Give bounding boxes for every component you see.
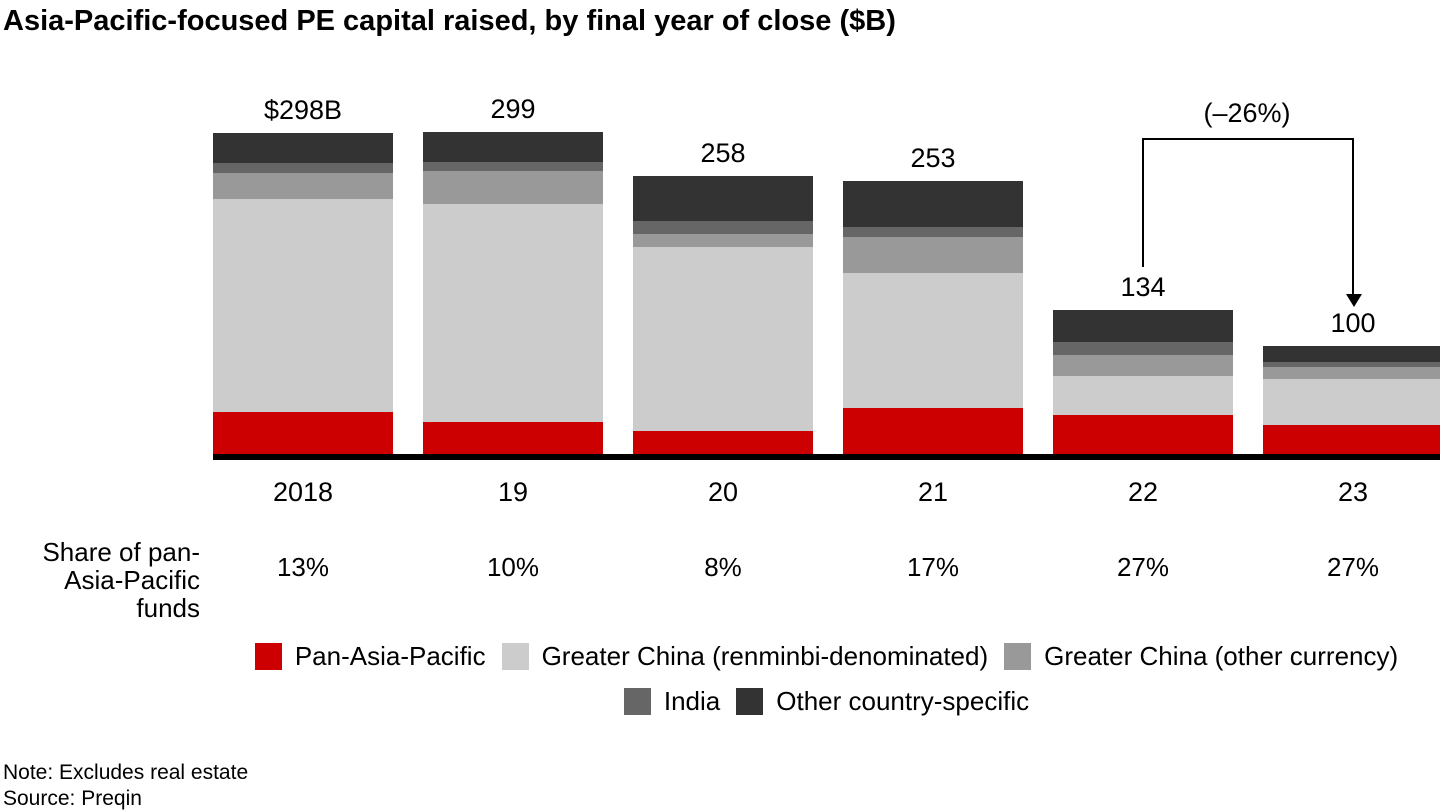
bar-23-segment-pan-asia-pacific: [1263, 424, 1440, 454]
bar-21: [843, 181, 1023, 454]
annotation-change-label: (–26%): [1203, 98, 1291, 128]
bar-22-segment-india: [1053, 341, 1233, 355]
bar-2018-segment-pan-asia-pacific: [213, 411, 393, 454]
legend-swatch-other-country-specific: [736, 688, 764, 715]
share-value-19: 10%: [486, 552, 540, 582]
total-label-22: 134: [1120, 271, 1166, 302]
total-label-19: 299: [490, 93, 536, 124]
bar-21-segment-india: [843, 226, 1023, 238]
legend-item-other-country-specific: Other country-specific: [736, 686, 1029, 717]
x-axis-label-22: 22: [1127, 477, 1159, 507]
note-text: Note: Excludes real estate: [3, 761, 249, 784]
bar-2018-segment-india: [213, 162, 393, 173]
total-label-2018: $298B: [263, 94, 343, 125]
bar-19-segment-greater-china-other-currency: [423, 170, 603, 204]
share-row-label: Share of pan- Asia-Pacific funds: [0, 538, 200, 622]
legend-label-greater-china-renminbi-denominated: Greater China (renminbi-denominated): [541, 641, 989, 671]
x-axis-label-2018: 2018: [272, 477, 334, 507]
bar-23: [1263, 346, 1440, 454]
annotation-arrow-icon: [1346, 294, 1362, 307]
legend-swatch-pan-asia-pacific: [254, 643, 282, 670]
annotation-bracket-right: [1352, 138, 1354, 296]
x-axis-line: [213, 454, 1440, 460]
bar-23-segment-other-country-specific: [1263, 346, 1440, 363]
bar-21-segment-greater-china-other-currency: [843, 237, 1023, 273]
bar-20-segment-greater-china-other-currency: [633, 234, 813, 248]
total-label-21: 253: [910, 143, 956, 174]
share-value-21: 17%: [906, 552, 960, 582]
bar-22: [1053, 309, 1233, 454]
chart-footer: Note: Excludes real estate Source: Preqi…: [3, 760, 248, 810]
legend-label-greater-china-other-currency: Greater China (other currency): [1044, 641, 1399, 671]
bar-22-segment-greater-china-renminbi-denominated: [1053, 376, 1233, 416]
bar-19: [423, 131, 603, 454]
total-label-23: 100: [1330, 308, 1376, 339]
bar-19-segment-india: [423, 161, 603, 171]
bar-23-segment-greater-china-other-currency: [1263, 366, 1440, 379]
bar-20: [633, 175, 813, 454]
share-row-label-line2: Asia-Pacific funds: [64, 565, 200, 623]
bar-19-segment-other-country-specific: [423, 131, 603, 162]
x-axis-label-21: 21: [917, 477, 949, 507]
x-axis-label-19: 19: [497, 477, 529, 507]
legend-label-pan-asia-pacific: Pan-Asia-Pacific: [294, 641, 486, 671]
annotation-bracket-top: [1142, 138, 1354, 140]
annotation-bracket-left: [1142, 138, 1144, 267]
legend-row-2: India Other country-specific: [213, 686, 1440, 717]
bar-22-segment-pan-asia-pacific: [1053, 415, 1233, 454]
share-value-2018: 13%: [276, 552, 330, 582]
bar-2018-segment-greater-china-other-currency: [213, 172, 393, 199]
bar-20-segment-india: [633, 221, 813, 235]
bar-2018-segment-greater-china-renminbi-denominated: [213, 198, 393, 412]
bar-21-segment-other-country-specific: [843, 181, 1023, 227]
share-value-20: 8%: [704, 552, 742, 582]
legend-label-india: India: [663, 686, 721, 716]
share-value-23: 27%: [1326, 552, 1380, 582]
share-value-22: 27%: [1116, 552, 1170, 582]
legend-item-pan-asia-pacific: Pan-Asia-Pacific: [254, 641, 486, 672]
chart-title: Asia-Pacific-focused PE capital raised, …: [3, 5, 896, 37]
bar-23-segment-india: [1263, 362, 1440, 367]
bar-23-segment-greater-china-renminbi-denominated: [1263, 378, 1440, 425]
bar-2018-segment-other-country-specific: [213, 132, 393, 163]
bar-19-segment-greater-china-renminbi-denominated: [423, 203, 603, 422]
legend-swatch-greater-china-other-currency: [1004, 643, 1032, 670]
legend-label-other-country-specific: Other country-specific: [776, 686, 1030, 716]
legend-swatch-greater-china-renminbi-denominated: [501, 643, 529, 670]
legend-item-greater-china-renminbi-denominated: Greater China (renminbi-denominated): [501, 641, 989, 672]
bar-2018: [213, 132, 393, 454]
legend-item-greater-china-other-currency: Greater China (other currency): [1004, 641, 1398, 672]
source-text: Source: Preqin: [3, 787, 142, 810]
legend-row-1: Pan-Asia-Pacific Greater China (renminbi-…: [213, 641, 1440, 672]
x-axis-label-20: 20: [707, 477, 739, 507]
bar-20-segment-pan-asia-pacific: [633, 431, 813, 454]
bar-20-segment-other-country-specific: [633, 175, 813, 222]
bar-21-segment-pan-asia-pacific: [843, 407, 1023, 454]
legend-swatch-india: [623, 688, 651, 715]
legend-item-india: India: [623, 686, 721, 717]
x-axis-label-23: 23: [1337, 477, 1369, 507]
bar-19-segment-pan-asia-pacific: [423, 421, 603, 454]
bar-22-segment-other-country-specific: [1053, 309, 1233, 342]
bar-21-segment-greater-china-renminbi-denominated: [843, 272, 1023, 408]
total-label-20: 258: [700, 137, 746, 168]
bar-22-segment-greater-china-other-currency: [1053, 354, 1233, 377]
share-row-label-line1: Share of pan-: [42, 537, 200, 567]
bar-20-segment-greater-china-renminbi-denominated: [633, 247, 813, 432]
